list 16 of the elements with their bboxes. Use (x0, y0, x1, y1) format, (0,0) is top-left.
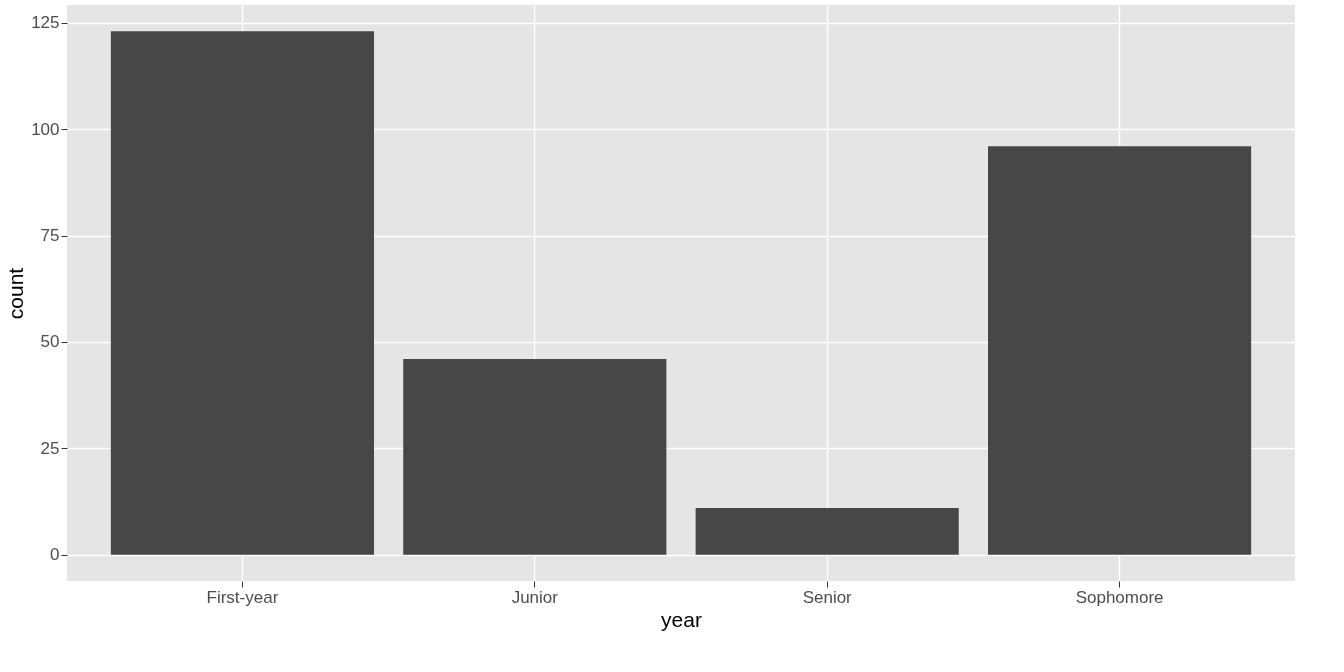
y-tick-label: 75 (40, 226, 60, 246)
bar (988, 146, 1252, 555)
x-axis-title: year (661, 607, 702, 631)
y-tick-label: 125 (31, 13, 60, 33)
y-tick-label: 25 (40, 438, 60, 458)
bar (695, 507, 959, 555)
y-tick-label: 50 (40, 332, 60, 352)
y-tick-label: 100 (31, 119, 60, 139)
x-tick-label: Junior (511, 587, 559, 607)
x-tick-label: Sophomore (1075, 587, 1164, 607)
x-tick-label: Senior (802, 587, 853, 607)
y-tick-label: 0 (50, 545, 60, 565)
bar (110, 31, 374, 555)
x-tick-label: First-year (206, 587, 279, 607)
bar (403, 358, 667, 555)
y-axis-title: count (4, 267, 28, 320)
